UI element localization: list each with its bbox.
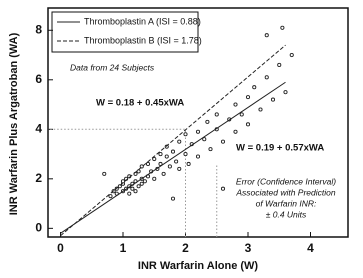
annotation: Associated with Prediction — [235, 187, 335, 197]
data-point — [283, 90, 288, 95]
data-point — [233, 129, 238, 134]
data-point — [258, 107, 263, 112]
data-point — [152, 156, 157, 162]
data-point — [108, 194, 113, 199]
data-point — [202, 137, 207, 142]
data-point — [270, 97, 276, 102]
annotation: of Warfarin INR: — [256, 198, 317, 208]
data-point — [220, 139, 226, 144]
annotation: W = 0.19 + 0.57xWA — [236, 143, 324, 154]
data-point — [245, 122, 251, 127]
data-point — [245, 95, 251, 100]
data-point — [170, 196, 176, 201]
annotation: W = 0.18 + 0.45xWA — [96, 98, 184, 109]
regression-line — [60, 81, 286, 234]
data-point — [161, 171, 166, 176]
x-tick-label: 2 — [182, 241, 189, 255]
data-point — [139, 181, 144, 186]
legend-box — [51, 11, 199, 53]
y-axis-label: INR Warfarin Plus Argatroban (WA) — [8, 32, 20, 215]
regression-line — [60, 44, 286, 237]
y-tick-label: 4 — [35, 121, 42, 135]
data-point — [214, 112, 219, 117]
data-point — [183, 152, 188, 157]
data-point — [102, 171, 107, 176]
data-point — [136, 169, 141, 174]
data-point — [136, 184, 141, 189]
data-point — [205, 119, 210, 124]
y-tick-label: 8 — [35, 22, 42, 36]
data-point — [120, 179, 126, 184]
legend-label: Thromboplastin A (ISI = 0.88) — [84, 16, 201, 26]
data-point — [233, 102, 238, 107]
data-point — [142, 179, 147, 184]
data-point — [177, 139, 182, 144]
data-point — [130, 186, 135, 191]
data-point — [164, 154, 169, 159]
guide-line — [48, 128, 186, 237]
plot-frame — [47, 7, 349, 238]
data-point — [239, 112, 244, 117]
data-point — [170, 149, 176, 154]
data-point — [167, 164, 172, 169]
data-point — [177, 166, 182, 171]
data-point — [186, 161, 191, 167]
data-point — [252, 85, 257, 90]
data-point — [127, 191, 132, 196]
x-tick-label: 3 — [245, 241, 252, 255]
data-point — [195, 154, 201, 159]
y-tick-label: 2 — [35, 171, 42, 185]
data-point — [145, 161, 151, 167]
data-point — [152, 176, 157, 181]
y-tick-label: 0 — [35, 221, 42, 235]
data-point — [264, 33, 269, 38]
data-point — [208, 147, 213, 152]
legend-label: Thromboplastin B (ISI = 1.78) — [84, 35, 202, 45]
x-tick-label: 1 — [120, 241, 127, 255]
data-point — [220, 186, 226, 191]
annotation: Error (Confidence Interval) — [236, 176, 336, 186]
x-axis-label: INR Warfarin Alone (W) — [138, 260, 259, 272]
x-tick-label: 4 — [307, 241, 314, 255]
data-point — [195, 129, 201, 134]
x-tick-label: 0 — [57, 241, 64, 255]
data-point — [289, 52, 294, 58]
data-point — [280, 25, 285, 30]
data-point — [133, 189, 138, 194]
data-point — [183, 132, 188, 137]
data-point — [264, 75, 269, 80]
data-point — [174, 159, 179, 164]
data-point — [277, 62, 282, 67]
y-tick-label: 6 — [35, 72, 42, 86]
annotation: ± 0.4 Units — [266, 209, 307, 219]
data-point — [158, 152, 163, 157]
data-point — [117, 184, 122, 189]
annotation: Data from 24 Subjects — [70, 62, 155, 72]
